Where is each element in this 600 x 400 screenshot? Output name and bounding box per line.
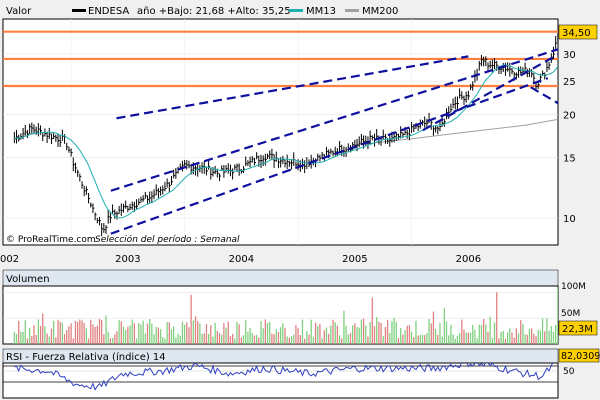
legend-mm13: MM13 [306,6,336,17]
price-last-value-box [558,24,598,40]
year-label: 2004 [229,254,254,265]
volume-bars [13,287,558,344]
year-label: 2002 [0,254,19,265]
mm13-path [14,64,558,219]
trend-line [110,77,549,235]
volume-header [2,269,559,287]
period-text: Selección del período : Semanal [95,234,240,245]
price-y-axis: 10 15 20 25 30 [563,50,576,225]
price-grid [3,19,558,245]
rsi-last-value: 82,0309 [561,351,600,362]
trend-line [116,55,469,120]
legend-swatch-endesa [72,9,86,12]
volume-last-value: 22,3M [562,324,593,335]
rsi-panel-background [2,362,559,399]
price-panel-label: Valor [6,6,32,17]
year-label: 2005 [342,254,367,265]
trend-line [110,48,558,192]
legend-swatch-mm200 [345,9,359,12]
trend-line [530,86,558,105]
volume-last-value-box [558,320,598,336]
year-label: 2006 [456,254,481,265]
rsi-last-value-box [558,348,600,363]
volume-tick-50m: 50M [561,309,580,319]
trend-line [422,53,558,132]
price-panel-background [2,18,559,246]
price-range-text: año +Bajo: 21,68 +Alto: 35,25 [137,6,291,17]
rsi-title: RSI - Fuerza Relativa (índice) 14 [6,351,166,363]
price-tick-label: 20 [563,110,576,121]
price-last-value: 34,50 [562,28,591,39]
mm200-path [354,118,558,146]
legend-ticker: ENDESA [88,6,129,17]
rsi-tick-50: 50 [563,367,575,377]
price-bars [13,33,558,237]
price-tick-label: 10 [563,214,576,225]
rsi-line [14,363,554,391]
horizontal-levels [3,30,558,88]
volume-title: Volumen [6,274,50,285]
price-tick-label: 25 [563,77,576,88]
year-label: 2003 [115,254,140,265]
legend-mm200: MM200 [362,6,398,17]
price-tick-label: 30 [563,50,576,61]
trend-channel [110,48,558,235]
x-axis-years: 2002 2003 2004 2005 2006 [0,254,481,265]
credit-text: © ProRealTime.com [6,235,96,245]
mm200-line [354,118,558,146]
price-tick-label: 15 [563,153,576,164]
volume-grid [3,292,558,319]
price-header [3,3,558,18]
mm13-line [14,64,558,219]
rsi-path [14,363,554,391]
legend-swatch-mm13 [289,9,303,12]
volume-tick-100m: 100M [561,282,586,292]
